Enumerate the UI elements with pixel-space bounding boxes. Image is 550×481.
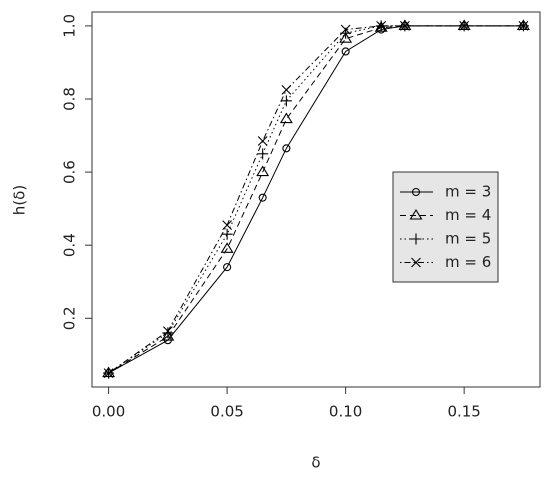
marker — [280, 95, 292, 107]
marker — [223, 263, 232, 272]
marker — [376, 20, 387, 31]
y-tick-label: 0.2 — [61, 306, 79, 330]
marker — [257, 136, 268, 146]
marker — [257, 148, 269, 160]
marker — [222, 220, 232, 230]
y-tick-label: 0.4 — [61, 233, 79, 257]
y-tick-label: 1.0 — [61, 14, 79, 38]
y-tick-label: 0.6 — [61, 160, 79, 184]
legend-marker — [411, 257, 421, 268]
marker — [258, 193, 267, 202]
y-tick-label: 0.8 — [61, 87, 79, 111]
plot-box — [91, 11, 541, 388]
marker — [340, 24, 351, 35]
legend-label: m = 5 — [445, 230, 491, 248]
series-line — [108, 25, 524, 374]
marker — [281, 84, 292, 95]
legend-box — [392, 171, 499, 283]
legend-label: m = 6 — [445, 253, 491, 271]
x-tick-label: 0.15 — [447, 403, 480, 421]
series-line — [108, 25, 524, 374]
legend-marker — [409, 208, 423, 220]
y-axis-label: h(δ) — [11, 185, 29, 215]
x-tick-label: 0.10 — [329, 403, 362, 421]
legend-marker — [411, 187, 421, 197]
marker — [220, 242, 234, 253]
marker — [518, 20, 529, 31]
marker — [279, 112, 293, 124]
marker — [162, 327, 174, 339]
marker — [282, 144, 291, 153]
series-line — [108, 25, 524, 374]
legend-label: m = 4 — [445, 206, 491, 224]
x-tick-label: 0.05 — [210, 403, 243, 421]
legend-label: m = 3 — [445, 183, 491, 201]
marker — [103, 368, 114, 378]
legend: m = 3 m = 4 m = 5 m = 6 — [392, 171, 499, 283]
marker — [459, 20, 470, 31]
marker — [161, 330, 175, 341]
marker — [162, 326, 173, 336]
x-tick-label: 0.00 — [92, 403, 125, 421]
marker — [221, 228, 233, 240]
legend-marker — [410, 233, 422, 245]
x-axis-label: δ — [311, 454, 320, 472]
marker — [341, 47, 350, 56]
marker — [256, 165, 270, 177]
marker — [339, 32, 353, 43]
marker — [400, 20, 410, 31]
